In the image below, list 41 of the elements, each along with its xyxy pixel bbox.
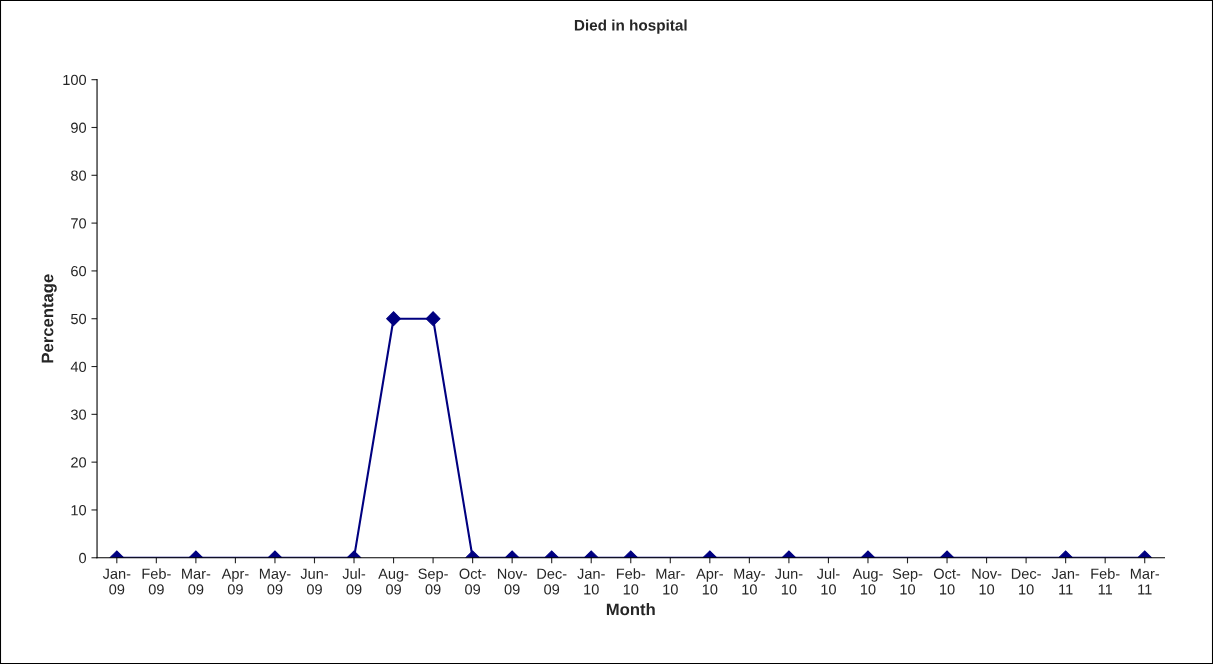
x-tick-label: Aug-10 [852,568,883,595]
y-tick-label: 50 [70,313,87,325]
x-tick-label: Jun-09 [300,568,329,595]
x-tick-label: Aug-09 [378,568,409,595]
x-tick-label: Jan-11 [1051,568,1080,595]
x-tick-label: Feb-09 [142,568,171,595]
y-tick-label: 30 [70,409,87,420]
x-tick-label: Dec-10 [1011,568,1041,595]
x-tick-label: Apr-10 [696,568,723,595]
x-tick-label: Sep-10 [892,568,923,595]
x-tick-label: Feb-10 [616,568,646,595]
x-tick-label: Oct-09 [459,568,486,595]
x-tick-label: Dec-09 [537,568,567,595]
x-axis-title: Month [606,603,655,616]
x-tick-label: May-09 [259,568,291,595]
chart-title: Died in hospital [574,19,687,34]
x-tick-label: Sep-09 [418,568,448,595]
y-axis-title: Percentage [41,274,57,363]
y-tick-label: 80 [71,170,87,181]
x-tick-label: Feb-11 [1091,568,1120,595]
y-tick-label: 40 [70,361,87,372]
y-tick-label: 100 [63,74,87,86]
y-tick-label: 70 [71,218,87,229]
y-tick-label: 10 [71,505,87,516]
x-tick-label: Jun-10 [774,568,803,595]
x-tick-label: Mar-09 [182,568,211,595]
x-tick-label: Nov-09 [497,568,527,595]
x-tick-label: Mar-10 [656,568,685,595]
y-tick-label: 90 [71,122,87,133]
y-tick-label: 60 [71,266,87,277]
x-tick-label: Nov-10 [972,568,1002,595]
x-tick-label: Apr-09 [221,568,249,595]
x-tick-label: Jul-10 [816,568,840,595]
x-tick-label: May-10 [734,568,765,595]
x-tick-label: Mar-11 [1130,568,1160,595]
x-tick-label: Jul-09 [342,568,366,595]
y-tick-label: 0 [79,552,87,564]
x-tick-label: Jan-09 [102,568,131,595]
x-tick-label: Oct-10 [933,568,961,595]
y-tick-label: 20 [71,457,87,468]
x-tick-label: Jan-10 [577,568,605,595]
